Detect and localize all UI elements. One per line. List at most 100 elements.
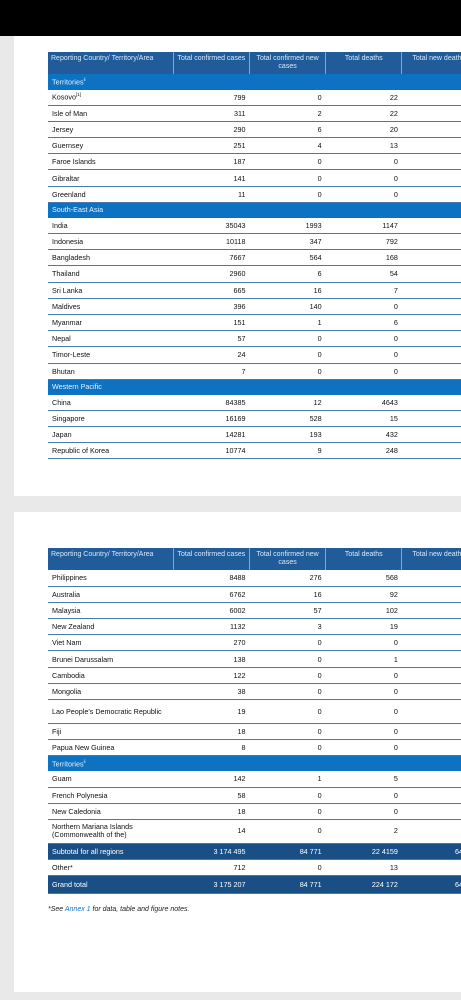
header-new-cases: Total confirmed new cases <box>248 548 326 570</box>
country-cell: Singapore <box>48 410 174 428</box>
total-deaths-cell: 4643 <box>325 394 402 411</box>
new-deaths-cell: 17 <box>401 426 461 444</box>
new-cases-cell: 0 <box>249 803 326 820</box>
total-deaths-text: 792 <box>385 237 398 247</box>
total-cases-text: 14 <box>237 826 246 836</box>
table-row: Nepal57000 <box>48 330 461 348</box>
total-cases-cell: 141 <box>173 169 250 187</box>
table-header-row: Reporting Country/ Territory/Area Total … <box>48 548 461 570</box>
table-row: Isle of Man3112221 <box>48 105 461 122</box>
new-deaths-cell: 2 <box>401 602 461 620</box>
new-cases-text: 1 <box>317 318 322 328</box>
new-deaths-cell: 0 <box>401 298 461 315</box>
total-deaths-cell: 54 <box>325 265 402 283</box>
new-cases-cell: 0 <box>249 363 326 380</box>
table-row: Timor-Leste24000 <box>48 346 461 364</box>
annex-link[interactable]: Annex 1 <box>64 906 91 913</box>
country-cell: New Zealand <box>48 618 174 636</box>
table-row: China 84385 12 46430 <box>48 394 461 411</box>
total-cases-text: 290 <box>233 124 246 134</box>
total-deaths-cell: 0 <box>325 169 402 187</box>
country-cell: Timor-Leste <box>48 346 174 364</box>
total-cases-text: 3 175 207 <box>213 880 246 890</box>
total-deaths-cell: 0 <box>325 153 402 171</box>
country-cell: Isle of Man <box>48 105 174 122</box>
country-cell: Philippines <box>48 570 174 587</box>
new-deaths-cell: 0 <box>401 739 461 757</box>
total-deaths-cell: 0 <box>325 739 402 757</box>
new-cases-text: 84 771 <box>299 880 322 890</box>
total-cases-text: 7 <box>241 366 246 376</box>
new-deaths-cell: 0 <box>401 819 461 844</box>
country-cell: Greenland <box>48 186 174 203</box>
table-row: Fiji18000 <box>48 723 461 741</box>
total-cases-cell: 18 <box>173 803 250 820</box>
new-cases-text: 0 <box>317 790 322 800</box>
table-header-row: Reporting Country/ Territory/Area Total … <box>48 52 461 74</box>
new-cases-text: 0 <box>317 806 322 816</box>
new-cases-cell: 193 <box>249 426 326 444</box>
total-deaths-cell: 568 <box>325 570 402 587</box>
total-deaths-text: 0 <box>393 706 398 716</box>
total-cases-cell: 3 174 495 <box>173 843 250 860</box>
table-row: Indonesia 10118 347 7928 <box>48 233 461 251</box>
country-text: Republic of Korea <box>52 446 110 456</box>
new-deaths-cell: 1 <box>401 105 461 122</box>
country-text: Jersey <box>52 124 74 134</box>
country-cell: Indonesia <box>48 233 174 251</box>
total-cases-cell: 712 <box>173 859 250 877</box>
total-deaths-cell: 0 <box>325 723 402 741</box>
total-deaths-text: 0 <box>393 670 398 680</box>
total-deaths-text: 22 4159 <box>371 846 398 856</box>
total-cases-cell: 8 <box>173 739 250 757</box>
total-deaths-cell: 1147 <box>325 217 402 235</box>
region-name: Territories <box>52 76 84 86</box>
region-name: Western Pacific <box>52 382 102 392</box>
new-deaths-cell: 0 <box>401 787 461 804</box>
country-cell: Australia <box>48 586 174 603</box>
region-label: South-East Asia <box>48 202 461 218</box>
region-header-row: South-East Asia <box>48 202 461 218</box>
total-deaths-cell: 20 <box>325 121 402 139</box>
new-cases-cell: 0 <box>249 153 326 171</box>
header-total-cases: Total confirmed cases <box>172 548 250 570</box>
new-cases-text: 4 <box>317 141 322 151</box>
new-cases-text: 0 <box>317 863 322 873</box>
total-deaths-cell: 22 4159 <box>325 843 402 860</box>
new-cases-cell: 0 <box>249 186 326 203</box>
total-deaths-cell: 19 <box>325 618 402 636</box>
new-cases-cell: 1 <box>249 770 326 788</box>
new-cases-cell: 140 <box>249 298 326 315</box>
total-cases-cell: 19 <box>173 699 250 724</box>
new-deaths-text: 6403 <box>455 846 461 856</box>
country-cell: Sri Lanka <box>48 282 174 299</box>
total-cases-cell: 11 <box>173 186 250 203</box>
total-cases-text: 6002 <box>229 605 246 615</box>
total-cases-cell: 251 <box>173 137 250 155</box>
new-deaths-cell: 0 <box>401 265 461 283</box>
total-cases-text: 7667 <box>229 253 246 263</box>
total-deaths-text: 6 <box>393 318 398 328</box>
country-text: Gibraltar <box>52 173 80 183</box>
total-deaths-cell: 0 <box>325 787 402 804</box>
country-cell: Guernsey <box>48 137 174 155</box>
country-cell: Grand total <box>48 875 174 895</box>
total-cases-text: 151 <box>233 318 246 328</box>
table-row: Myanmar 151 1 60 <box>48 314 461 332</box>
table-row: Guam 142 1 50 <box>48 770 461 788</box>
country-cell: Myanmar <box>48 314 174 332</box>
new-cases-cell: 3 <box>249 618 326 636</box>
new-cases-cell: 564 <box>249 249 326 267</box>
subtotal-row: Subtotal for all regions 3 174 495 84 771 2… <box>48 843 461 860</box>
table-row: Maldives 396 140 00 <box>48 298 461 315</box>
country-cell: Bangladesh <box>48 249 174 267</box>
top-status-bar <box>0 0 461 36</box>
table-row: Kosovo[1]7990220 <box>48 89 461 106</box>
total-deaths-text: 1147 <box>382 220 398 230</box>
new-cases-cell: 0 <box>249 787 326 804</box>
new-cases-cell: 0 <box>249 650 326 668</box>
country-text: Nepal <box>52 334 71 344</box>
country-text: Indonesia <box>52 237 84 247</box>
total-deaths-cell: 13 <box>325 137 402 155</box>
country-text: Maldives <box>52 301 81 311</box>
